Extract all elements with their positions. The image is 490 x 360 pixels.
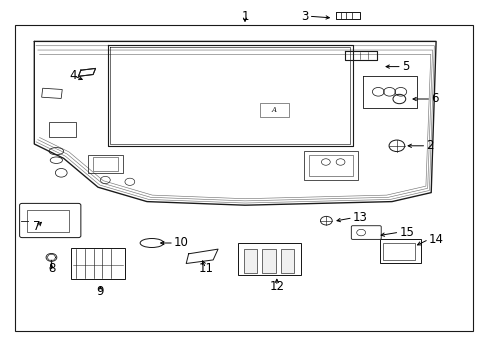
- Polygon shape: [186, 249, 218, 264]
- Polygon shape: [78, 68, 96, 76]
- Bar: [49, 122, 76, 137]
- Bar: [88, 155, 122, 173]
- Bar: [42, 88, 62, 98]
- Text: 9: 9: [97, 285, 104, 298]
- Text: 15: 15: [399, 226, 414, 239]
- Text: 14: 14: [429, 233, 444, 246]
- Ellipse shape: [50, 157, 63, 163]
- Bar: [15, 25, 473, 331]
- Bar: [383, 243, 415, 260]
- Polygon shape: [336, 12, 360, 19]
- Text: 13: 13: [353, 211, 368, 224]
- Text: 10: 10: [174, 237, 189, 249]
- Ellipse shape: [140, 238, 164, 248]
- Bar: [238, 243, 301, 275]
- Bar: [309, 155, 353, 176]
- Bar: [244, 249, 257, 273]
- Ellipse shape: [49, 148, 64, 155]
- Bar: [27, 210, 69, 232]
- Polygon shape: [345, 51, 377, 60]
- Bar: [281, 249, 294, 273]
- Text: 1: 1: [241, 10, 249, 23]
- Text: 12: 12: [270, 280, 284, 293]
- Bar: [304, 151, 358, 180]
- Bar: [71, 248, 125, 279]
- Text: A: A: [272, 106, 277, 114]
- Text: 4: 4: [70, 69, 77, 82]
- Text: 5: 5: [402, 60, 409, 73]
- FancyBboxPatch shape: [351, 226, 381, 239]
- Bar: [93, 157, 118, 171]
- Text: 6: 6: [431, 93, 439, 105]
- FancyBboxPatch shape: [20, 203, 81, 238]
- Text: 11: 11: [198, 262, 213, 275]
- Text: 8: 8: [48, 262, 55, 275]
- Bar: [262, 249, 276, 273]
- Text: 2: 2: [426, 139, 434, 152]
- Text: 7: 7: [33, 220, 41, 233]
- Text: 3: 3: [301, 10, 309, 23]
- Bar: [380, 239, 421, 263]
- Bar: [260, 103, 289, 117]
